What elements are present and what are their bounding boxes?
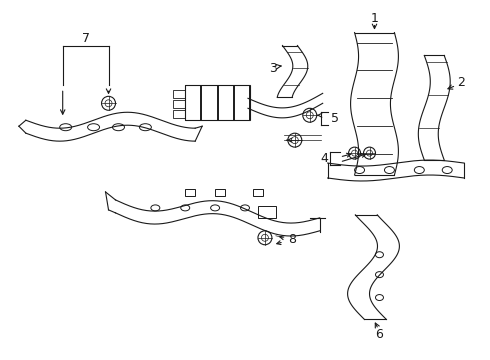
Text: 3: 3 — [269, 62, 277, 75]
Text: 8: 8 — [288, 233, 296, 246]
Bar — [173, 90, 185, 98]
Text: 5: 5 — [331, 112, 339, 125]
Bar — [185, 189, 195, 196]
Text: 6: 6 — [375, 328, 383, 341]
Bar — [173, 110, 185, 118]
Bar — [215, 189, 225, 196]
Bar — [234, 85, 249, 120]
Bar — [185, 85, 200, 120]
Bar — [253, 189, 263, 196]
Bar — [185, 85, 250, 120]
Bar — [258, 206, 276, 218]
Text: 4: 4 — [321, 152, 329, 165]
Bar — [173, 100, 185, 108]
Bar — [218, 85, 233, 120]
Text: 2: 2 — [457, 76, 465, 89]
Bar — [201, 85, 217, 120]
Text: 7: 7 — [82, 32, 90, 45]
Text: 1: 1 — [370, 12, 378, 25]
